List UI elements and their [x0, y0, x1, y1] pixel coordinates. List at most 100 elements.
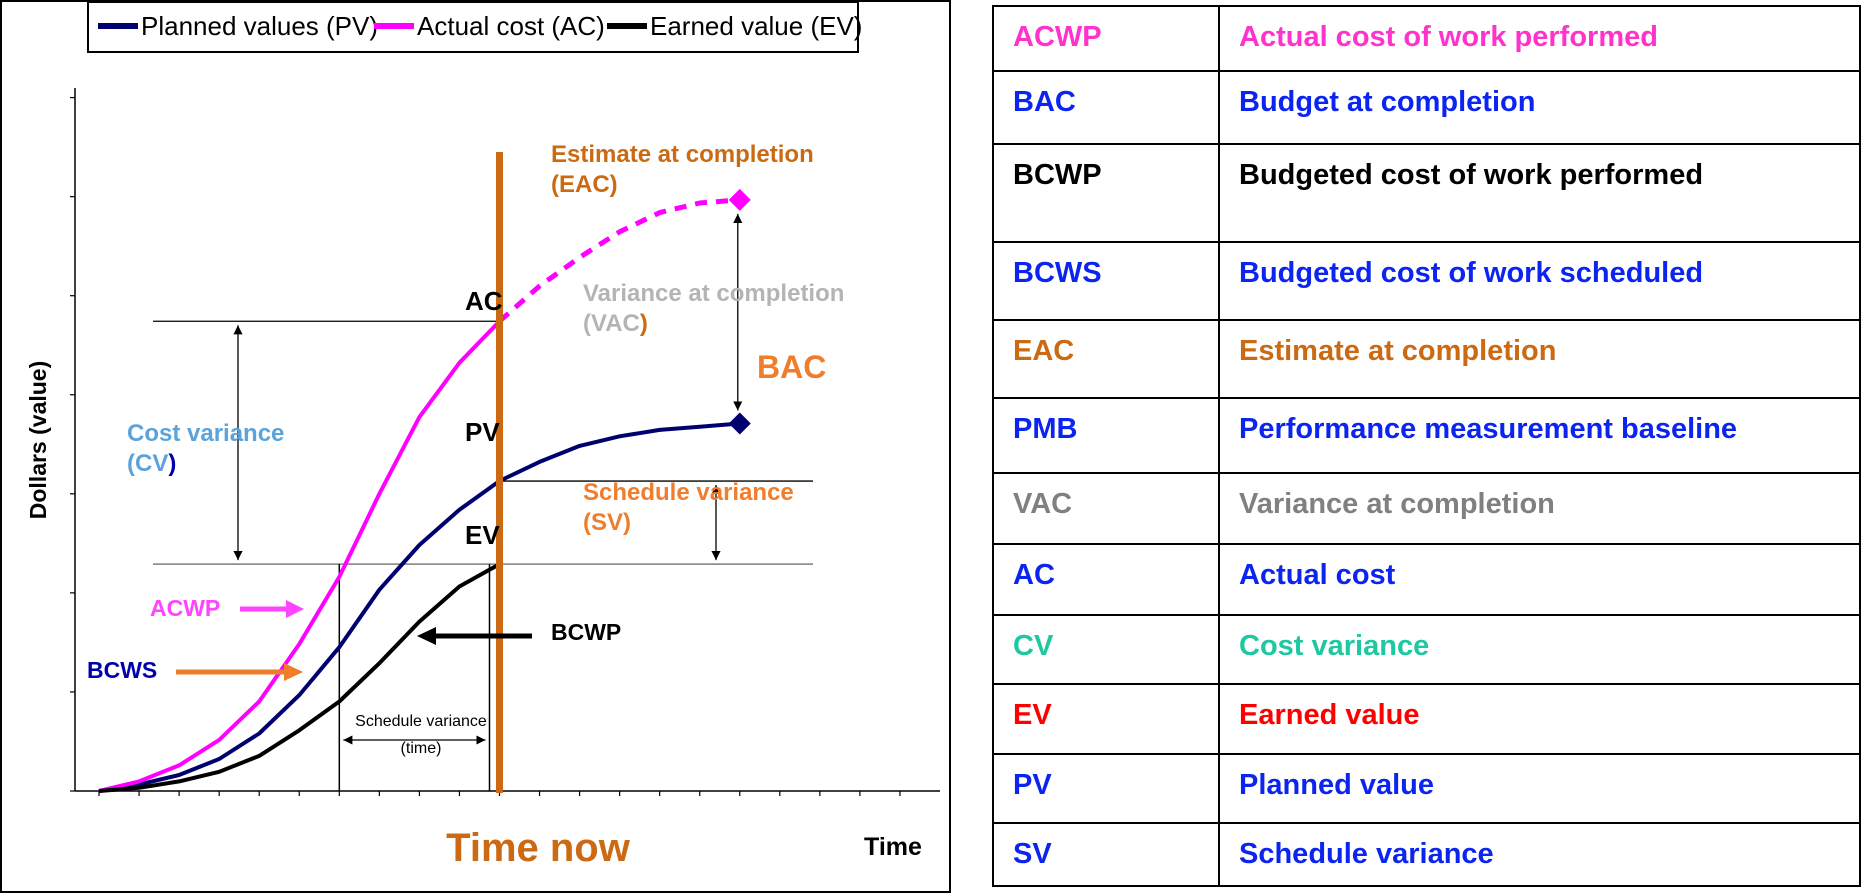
- schedule-variance-label-line2: (SV): [583, 509, 631, 536]
- glossary-abbreviation: BAC: [1013, 86, 1076, 118]
- eac-label-line2: (EAC): [551, 171, 618, 198]
- schedule-variance-time-line1: Schedule variance: [355, 713, 487, 730]
- glossary-abbreviation-cell: SV: [992, 822, 1220, 887]
- glossary-abbreviation: AC: [1013, 559, 1055, 591]
- variance-reference-lines: [153, 320, 813, 791]
- glossary-term: Schedule variance: [1239, 838, 1494, 870]
- glossary-abbreviation: BCWS: [1013, 257, 1102, 289]
- x-axis-label: Time: [864, 833, 922, 861]
- glossary-term: Budgeted cost of work scheduled: [1239, 257, 1704, 289]
- legend: Planned values (PV) Actual cost (AC) Ear…: [87, 1, 862, 53]
- glossary-term-cell: Budget at completion: [1218, 70, 1861, 145]
- glossary-term-cell: Estimate at completion: [1218, 319, 1861, 399]
- axes: [70, 88, 940, 796]
- glossary-row: EAC Estimate at completion: [992, 319, 1861, 399]
- glossary-term: Variance at completion: [1239, 488, 1555, 520]
- glossary-abbreviation: ACWP: [1013, 21, 1102, 53]
- ev-line: [98, 562, 501, 793]
- glossary-term-cell: Actual cost: [1218, 543, 1861, 616]
- legend-ev-label: Earned value (EV): [650, 11, 862, 41]
- glossary-term: Actual cost: [1239, 559, 1396, 591]
- glossary-row: BAC Budget at completion: [992, 70, 1861, 145]
- glossary-term: Performance measurement baseline: [1239, 413, 1738, 445]
- glossary-term-cell: Planned value: [1218, 753, 1861, 824]
- eac-marker: [728, 188, 751, 211]
- cost-variance-label-paren: ): [168, 450, 176, 477]
- glossary-table: ACWP Actual cost of work performed BAC Budg…: [992, 5, 1861, 887]
- vac-label-paren: ): [640, 310, 648, 337]
- glossary-abbreviation-cell: PMB: [992, 397, 1220, 474]
- glossary-term-cell: Cost variance: [1218, 614, 1861, 685]
- glossary-term: Earned value: [1239, 699, 1420, 731]
- acwp-arrow-head: [286, 600, 304, 618]
- glossary-abbreviation-cell: BAC: [992, 70, 1220, 145]
- glossary-term-cell: Budgeted cost of work scheduled: [1218, 241, 1861, 321]
- glossary-abbreviation-cell: BCWS: [992, 241, 1220, 321]
- glossary-abbreviation-cell: VAC: [992, 472, 1220, 545]
- glossary-row: ACWP Actual cost of work performed: [992, 5, 1861, 72]
- y-axis-label: Dollars (value): [25, 361, 51, 520]
- glossary-abbreviation-cell: BCWP: [992, 143, 1220, 243]
- eac-label-line1: Estimate at completion: [551, 141, 814, 168]
- glossary-row: PV Planned value: [992, 753, 1861, 824]
- pv-point-label: PV: [465, 417, 500, 447]
- glossary-term: Planned value: [1239, 769, 1435, 801]
- glossary-row: PMB Performance measurement baseline: [992, 397, 1861, 474]
- y-axis-ticks: [70, 96, 75, 792]
- glossary-abbreviation-cell: ACWP: [992, 5, 1220, 72]
- ac-point-label: AC: [465, 286, 503, 316]
- glossary-row: VAC Variance at completion: [992, 472, 1861, 545]
- glossary-term: Budgeted cost of work performed: [1239, 159, 1704, 191]
- legend-pv-label: Planned values (PV): [141, 11, 378, 41]
- bcwp-arrow-head: [417, 627, 436, 645]
- bac-marker: [728, 412, 751, 435]
- time-now-label: Time now: [446, 826, 631, 870]
- bcws-arrow-head: [284, 663, 303, 681]
- glossary-abbreviation: BCWP: [1013, 159, 1102, 191]
- glossary-abbreviation-cell: CV: [992, 614, 1220, 685]
- legend-box: [87, 1, 859, 53]
- glossary-term: Cost variance: [1239, 630, 1430, 662]
- glossary-abbreviation: EAC: [1013, 335, 1075, 367]
- ac-line: [98, 319, 501, 793]
- bcws-label: BCWS: [87, 657, 157, 683]
- completion-markers: [728, 188, 751, 435]
- schedule-variance-time-line2: (time): [401, 740, 442, 757]
- glossary-abbreviation-cell: EV: [992, 683, 1220, 755]
- vac-label-line2: (VAC): [583, 310, 648, 337]
- glossary-term-cell: Budgeted cost of work performed: [1218, 143, 1861, 243]
- glossary-row: SV Schedule variance: [992, 822, 1861, 887]
- glossary-row: AC Actual cost: [992, 543, 1861, 616]
- glossary-abbreviation-cell: EAC: [992, 319, 1220, 399]
- glossary-term: Estimate at completion: [1239, 335, 1557, 367]
- vac-label-line1: Variance at completion: [583, 280, 844, 307]
- glossary-row: BCWS Budgeted cost of work scheduled: [992, 241, 1861, 321]
- glossary-term-cell: Schedule variance: [1218, 822, 1861, 887]
- glossary-abbreviation-cell: AC: [992, 543, 1220, 616]
- glossary-abbreviation: VAC: [1013, 488, 1073, 520]
- glossary-abbreviation-cell: PV: [992, 753, 1220, 824]
- glossary-term-cell: Actual cost of work performed: [1218, 5, 1861, 72]
- legend-ac-label: Actual cost (AC): [417, 11, 605, 41]
- glossary-row: CV Cost variance: [992, 614, 1861, 685]
- series-lines: [98, 197, 740, 793]
- ev-point-label: EV: [465, 520, 500, 550]
- acwp-label: ACWP: [150, 595, 220, 621]
- bcwp-label: BCWP: [551, 619, 621, 645]
- glossary-term-cell: Performance measurement baseline: [1218, 397, 1861, 474]
- earned-value-chart: Planned values (PV) Actual cost (AC) Ear…: [0, 0, 951, 893]
- glossary-abbreviation: PV: [1013, 769, 1052, 801]
- ac-forecast-line: [497, 197, 740, 324]
- glossary-row: BCWP Budgeted cost of work performed: [992, 143, 1861, 243]
- glossary-row: EV Earned value: [992, 683, 1861, 755]
- pv-line: [98, 421, 740, 793]
- cost-variance-label-line2: (CV): [127, 450, 176, 477]
- glossary-body: ACWP Actual cost of work performed BAC Budg…: [992, 5, 1861, 887]
- glossary-abbreviation: EV: [1013, 699, 1052, 731]
- cost-variance-label-line1: Cost variance: [127, 420, 284, 447]
- bac-label: BAC: [757, 349, 826, 385]
- glossary-term-cell: Earned value: [1218, 683, 1861, 755]
- vac-label-abbr: (VAC: [583, 310, 640, 337]
- glossary-abbreviation: PMB: [1013, 413, 1078, 445]
- glossary-term: Actual cost of work performed: [1239, 21, 1658, 53]
